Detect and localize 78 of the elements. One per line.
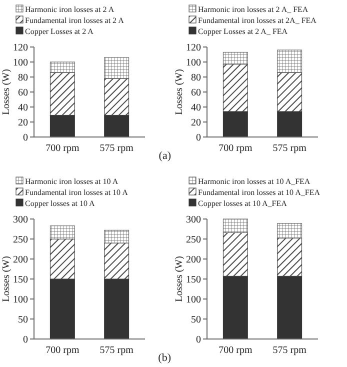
legend-label: Harmonic iron losses at 10 A_FEA [198,177,310,186]
bar [104,278,130,340]
y-axis-title: Losses (W) [174,256,185,302]
bar [104,242,130,280]
y-tick-label: 0 [196,132,201,144]
bar [277,276,302,340]
bar [104,114,130,138]
x-tick-label: 700 rpm [218,143,252,154]
y-tick-label: 120 [13,42,28,54]
legend-label: Fundamental iron losses at 10 A [25,188,128,197]
x-tick-label: 575 rpm [100,143,134,154]
bar [277,238,302,276]
y-tick-label: 40 [18,102,28,114]
y-tick-label: 120 [186,42,201,54]
legend-label: Copper losses at 10 A_FEA [198,199,288,208]
y-tick-label: 80 [191,72,201,84]
y-tick-label: 60 [191,88,201,98]
bar [222,232,248,276]
legend-label: Copper losses at 10 A [25,199,95,208]
legend-label: Harmonic iron losses at 2 A_ FEA [198,5,308,14]
bar [104,57,130,79]
bar [277,111,302,138]
y-tick-label: 200 [186,254,201,266]
bar [222,276,248,340]
y-tick-label: 100 [186,58,201,68]
legend-label: Harmonic iron losses at 2 A [25,5,114,14]
x-tick-label: 700 rpm [46,345,80,356]
bar [50,72,75,116]
legend-label: Harmonic iron losses at 10 A [25,177,118,186]
bar [277,223,302,238]
y-tick-label: 150 [186,274,201,286]
y-axis-title: Losses (W) [174,69,185,115]
text: (b) [158,352,172,364]
bar [50,278,75,340]
bar [50,226,75,240]
bar [277,72,302,112]
bar [277,50,302,73]
x-tick-label: 575 rpm [272,345,307,356]
bar [50,62,75,73]
y-tick-label: 300 [13,214,28,226]
bar [222,64,248,112]
y-tick-label: 0 [196,334,201,346]
y-tick-label: 40 [191,102,201,114]
y-tick-label: 100 [13,294,28,306]
x-tick-label: 575 rpm [272,143,307,154]
y-tick-label: 150 [13,274,28,286]
bar [104,78,130,116]
y-axis-title: Losses (W) [1,69,12,115]
x-tick-label: 575 rpm [100,345,134,356]
bar [222,111,248,138]
y-tick-label: 60 [18,88,28,98]
text: (a) [158,150,172,162]
x-tick-label: 700 rpm [46,143,80,154]
bar [50,238,75,280]
legend-label: Copper Losses at 2 A_ FEA [198,27,288,36]
y-tick-label: 20 [191,118,201,128]
bar [104,230,130,244]
bar [50,114,75,138]
y-tick-label: 50 [18,314,28,326]
bar [222,52,248,65]
y-tick-label: 300 [186,214,201,226]
x-tick-label: 700 rpm [218,345,252,356]
legend-label: Fundamental iron losses at 2A_ FEA [198,16,317,25]
y-tick-label: 0 [23,132,28,144]
legend-label: Fundamental iron losses at 10 A_FEA [198,188,320,197]
y-tick-label: 100 [13,58,28,68]
y-axis-title: Losses (W) [1,256,12,302]
y-tick-label: 200 [13,254,28,266]
y-tick-label: 20 [18,118,28,128]
y-tick-label: 250 [13,234,28,246]
y-tick-label: 250 [186,234,201,246]
legend-label: Copper Losses at 2 A [25,27,94,36]
y-tick-label: 50 [191,314,201,326]
y-tick-label: 0 [23,334,28,346]
y-tick-label: 100 [186,294,201,306]
y-tick-label: 80 [18,72,28,84]
bar [222,218,248,233]
legend-label: Fundamental iron losses at 2 A [25,16,124,25]
